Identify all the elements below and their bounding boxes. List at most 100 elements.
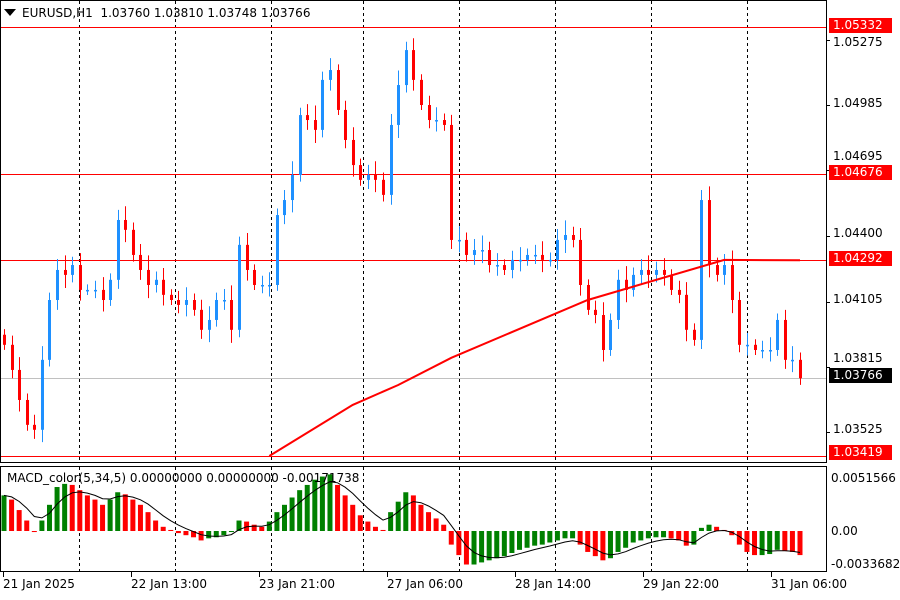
candle-body bbox=[79, 265, 82, 290]
macd-bar bbox=[365, 521, 371, 531]
macd-header: MACD_color(5,34,5) 0.00000000 0.00000000… bbox=[7, 471, 360, 485]
macd-bar bbox=[335, 484, 341, 531]
candle-body bbox=[299, 115, 302, 175]
macd-bar bbox=[630, 531, 636, 543]
macd-bar bbox=[100, 504, 106, 531]
macd-bar bbox=[115, 492, 121, 531]
macd-tick: -0.0033682 bbox=[831, 557, 900, 571]
macd-bar bbox=[244, 521, 250, 531]
macd-bar bbox=[653, 531, 659, 538]
macd-window-border bbox=[0, 466, 827, 572]
macd-bar bbox=[304, 484, 310, 531]
macd-signal-line bbox=[3, 481, 801, 559]
macd-bar bbox=[92, 499, 98, 531]
candle-body bbox=[700, 200, 703, 340]
macd-bar bbox=[1, 495, 7, 531]
candle-body bbox=[3, 334, 6, 345]
macd-bar bbox=[570, 531, 576, 539]
candle-body bbox=[625, 279, 628, 290]
candle-body bbox=[147, 269, 150, 285]
macd-bar bbox=[585, 531, 591, 552]
macd-bar bbox=[456, 531, 462, 556]
candle-body bbox=[41, 359, 44, 430]
macd-bar bbox=[691, 531, 697, 545]
axis-ticks bbox=[3, 40, 830, 577]
level-label: 1.04292 bbox=[829, 251, 892, 266]
candle-body bbox=[367, 174, 370, 180]
ohlc-high: 1.03810 bbox=[153, 6, 204, 20]
price-tick: 1.04105 bbox=[833, 292, 883, 306]
collapse-triangle-icon[interactable] bbox=[4, 9, 16, 16]
macd-bar bbox=[638, 531, 644, 541]
candle-body bbox=[215, 300, 218, 320]
macd-bar bbox=[736, 531, 742, 545]
chart-header: EURUSD,H1 1.03760 1.03810 1.03748 1.0376… bbox=[4, 6, 310, 20]
ohlc-close: 1.03766 bbox=[260, 6, 311, 20]
candle-body bbox=[33, 424, 36, 430]
candles bbox=[3, 38, 802, 443]
macd-bar bbox=[84, 495, 90, 531]
macd-bar bbox=[714, 526, 720, 531]
time-label: 31 Jan 06:00 bbox=[771, 577, 847, 591]
candle-body bbox=[776, 319, 779, 350]
macd-bar bbox=[62, 483, 68, 531]
macd-bar bbox=[183, 531, 189, 536]
candle-body bbox=[716, 265, 719, 275]
macd-tick: 0.00 bbox=[831, 524, 858, 538]
candle-body bbox=[655, 269, 658, 275]
macd-bar bbox=[107, 499, 113, 531]
macd-bar bbox=[206, 531, 212, 539]
candle-body bbox=[450, 124, 453, 240]
macd-bar bbox=[145, 512, 151, 531]
candle-body bbox=[708, 200, 711, 266]
candle-body bbox=[594, 309, 597, 316]
macd-bar bbox=[501, 531, 507, 557]
macd-bar bbox=[539, 531, 545, 545]
level-label: 1.03419 bbox=[829, 445, 892, 460]
candle-body bbox=[109, 279, 112, 301]
macd-histogram bbox=[1, 474, 803, 565]
candle-body bbox=[534, 254, 537, 257]
macd-bar bbox=[357, 515, 363, 531]
macd-bar bbox=[198, 531, 204, 541]
candle-body bbox=[549, 259, 552, 262]
candle-body bbox=[314, 120, 317, 130]
macd-bar bbox=[623, 531, 629, 548]
candle-body bbox=[86, 289, 89, 292]
macd-bar bbox=[577, 531, 583, 545]
candle-body bbox=[754, 344, 757, 350]
candle-body bbox=[170, 294, 173, 301]
macd-bar bbox=[607, 531, 613, 559]
candle-body bbox=[193, 300, 196, 310]
macd-bar bbox=[471, 531, 477, 565]
candle-body bbox=[246, 244, 249, 270]
ohlc-open: 1.03760 bbox=[100, 6, 151, 20]
macd-bar bbox=[221, 531, 227, 536]
macd-bar bbox=[388, 512, 394, 531]
candle-body bbox=[678, 289, 681, 295]
day-separators bbox=[79, 1, 748, 571]
candle-body bbox=[685, 294, 688, 330]
macd-bar bbox=[767, 531, 773, 555]
macd-bar bbox=[274, 512, 280, 531]
macd-bar bbox=[24, 520, 30, 531]
candle-body bbox=[526, 254, 529, 260]
candle-body bbox=[693, 329, 696, 340]
macd-bar bbox=[236, 520, 242, 531]
time-label: 21 Jan 2025 bbox=[3, 577, 75, 591]
candle-body bbox=[412, 50, 415, 80]
level-label: 1.04676 bbox=[829, 165, 892, 180]
macd-bar bbox=[448, 531, 454, 545]
candle-body bbox=[238, 244, 241, 330]
candle-body bbox=[731, 265, 734, 301]
macd-bar bbox=[752, 531, 758, 556]
macd-bar bbox=[122, 494, 128, 531]
macd-bar bbox=[797, 531, 803, 556]
macd-bar bbox=[380, 529, 386, 531]
candle-body bbox=[390, 124, 393, 195]
time-label: 29 Jan 22:00 bbox=[643, 577, 719, 591]
macd-bar bbox=[479, 531, 485, 563]
candle-body bbox=[56, 269, 59, 301]
candle-body bbox=[488, 250, 491, 266]
